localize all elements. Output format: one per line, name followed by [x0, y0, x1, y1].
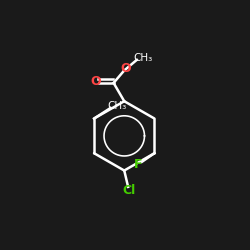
Text: CH₃: CH₃: [108, 101, 127, 111]
Text: O: O: [91, 76, 102, 88]
Text: CH₃: CH₃: [133, 53, 152, 63]
Text: F: F: [134, 158, 142, 171]
Text: O: O: [120, 62, 130, 75]
Text: Cl: Cl: [122, 184, 136, 197]
